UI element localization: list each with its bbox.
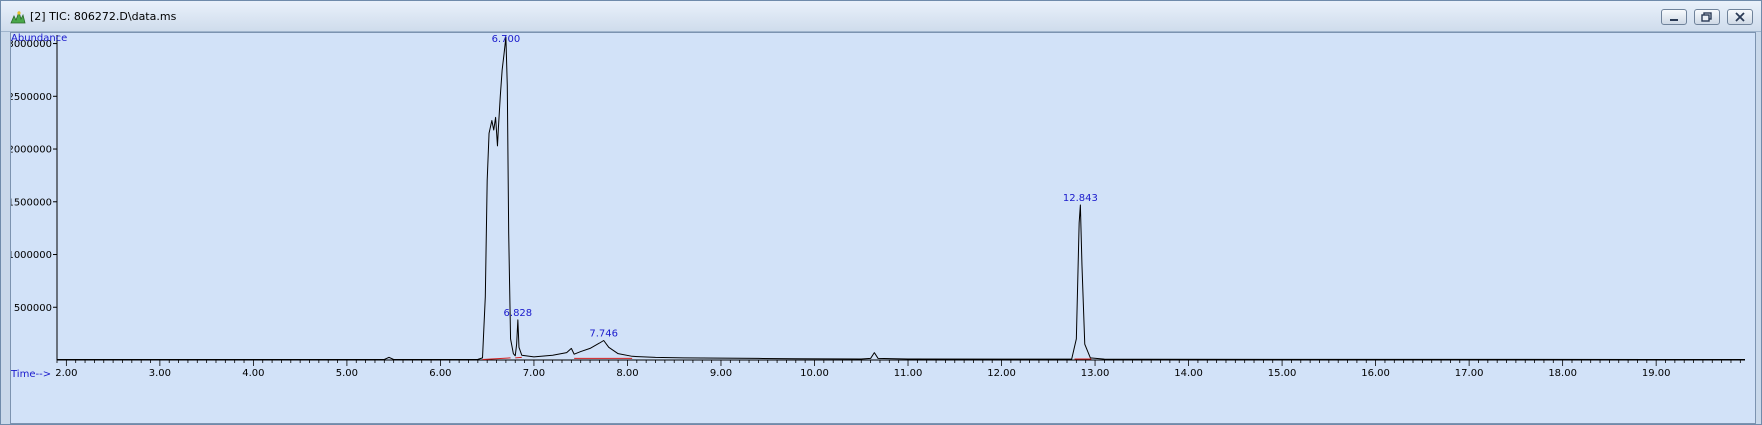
peak-label: 6.700 bbox=[492, 34, 521, 45]
x-tick-label: 17.00 bbox=[1455, 368, 1484, 379]
y-axis-label: Abundance bbox=[11, 33, 67, 44]
minimize-button[interactable] bbox=[1660, 9, 1687, 25]
window-controls bbox=[1659, 9, 1753, 25]
peak-label: 7.746 bbox=[589, 328, 618, 339]
x-tick-label: 14.00 bbox=[1174, 368, 1203, 379]
traces bbox=[57, 36, 1746, 360]
y-tick-label: 2000000 bbox=[11, 145, 52, 156]
tic-trace bbox=[57, 36, 1746, 360]
peak-label: 6.828 bbox=[504, 308, 533, 319]
peak-label: 12.843 bbox=[1063, 193, 1098, 204]
x-tick-label: 19.00 bbox=[1642, 368, 1671, 379]
y-tick-label: 500000 bbox=[14, 303, 52, 314]
minimize-icon bbox=[1669, 19, 1678, 21]
close-button[interactable] bbox=[1727, 9, 1753, 25]
y-tick-label: 2500000 bbox=[11, 92, 52, 103]
x-tick-label: 6.00 bbox=[429, 368, 451, 379]
y-tick-label: 1000000 bbox=[11, 250, 52, 261]
x-tick-label: 11.00 bbox=[894, 368, 923, 379]
x-tick-label: 12.00 bbox=[987, 368, 1016, 379]
y-tick-label: 1500000 bbox=[11, 197, 52, 208]
x-tick-label: 5.00 bbox=[336, 368, 358, 379]
x-tick-label: 9.00 bbox=[710, 368, 732, 379]
axes: 500000 1000000 1500000 2000000 2500000 300000… bbox=[11, 35, 1745, 379]
x-tick-label: 8.00 bbox=[616, 368, 638, 379]
x-tick-label: 18.00 bbox=[1548, 368, 1577, 379]
x-tick-label: 3.00 bbox=[149, 368, 171, 379]
restore-icon bbox=[1701, 12, 1712, 22]
y-tick-label: 3000000 bbox=[11, 39, 52, 50]
x-tick-label: 2.00 bbox=[55, 368, 77, 379]
window-title: [2] TIC: 806272.D\data.ms bbox=[30, 10, 177, 23]
x-tick-label: 16.00 bbox=[1361, 368, 1390, 379]
title-bar[interactable]: [2] TIC: 806272.D\data.ms bbox=[1, 1, 1761, 32]
x-tick-label: 13.00 bbox=[1081, 368, 1110, 379]
x-tick-label: 4.00 bbox=[242, 368, 264, 379]
integration-baselines bbox=[482, 356, 1092, 360]
x-tick-label: 7.00 bbox=[523, 368, 545, 379]
integration-baseline bbox=[482, 357, 511, 360]
restore-button[interactable] bbox=[1693, 9, 1720, 25]
plot-area[interactable]: 500000 1000000 1500000 2000000 2500000 300000… bbox=[10, 32, 1756, 424]
x-tick-label: 15.00 bbox=[1268, 368, 1297, 379]
integration-baseline bbox=[515, 356, 522, 359]
close-icon bbox=[1735, 12, 1745, 22]
chromatogram-chart: 500000 1000000 1500000 2000000 2500000 300000… bbox=[11, 33, 1746, 380]
peak-labels: 6.700 6.828 7.746 12.843 bbox=[492, 34, 1098, 339]
chemstation-data-icon bbox=[10, 10, 26, 24]
x-axis-label: Time--> bbox=[11, 369, 51, 380]
x-tick-label: 10.00 bbox=[800, 368, 829, 379]
